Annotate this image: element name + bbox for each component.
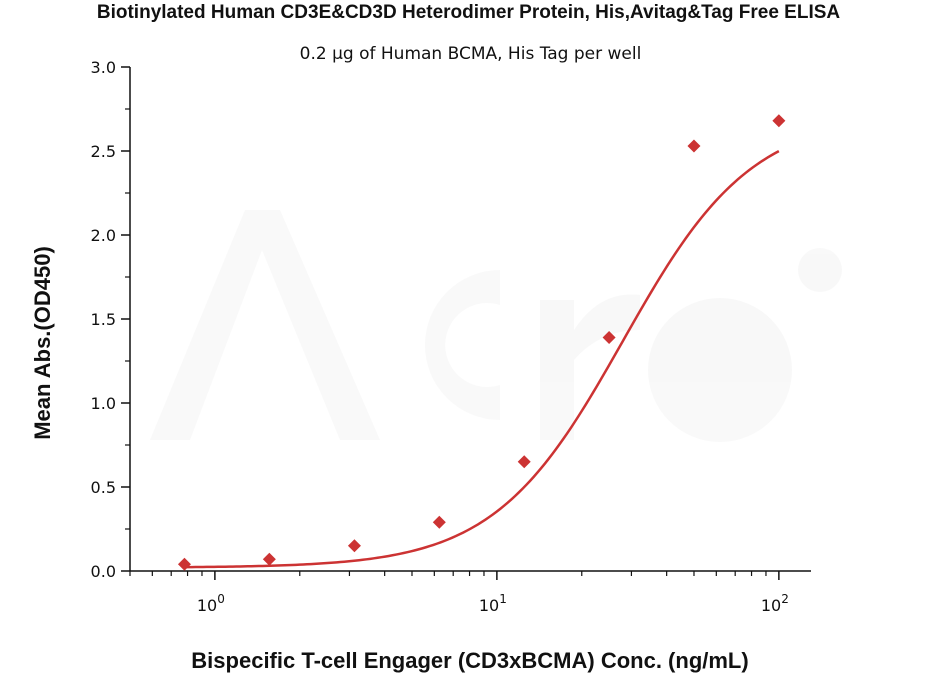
x-axis-title: Bispecific T-cell Engager (CD3xBCMA) Con… xyxy=(191,648,748,673)
fit-curve-line xyxy=(184,150,780,569)
data-point xyxy=(347,539,361,553)
y-tick-label: 2.0 xyxy=(91,226,116,245)
fit-curve xyxy=(184,150,780,569)
data-point xyxy=(177,557,191,571)
x-tick-label: 101 xyxy=(479,592,507,615)
y-tick-label: 1.0 xyxy=(91,394,116,413)
data-point xyxy=(432,515,446,529)
y-axis-ticks: 0.0 0.5 1.0 1.5 2.0 2.5 3.0 xyxy=(91,58,130,581)
watermark-logo xyxy=(150,210,842,442)
y-tick-label: 0.0 xyxy=(91,562,116,581)
y-tick-label: 2.5 xyxy=(91,142,116,161)
data-point xyxy=(687,139,701,153)
x-tick-label: 102 xyxy=(761,592,789,615)
data-point xyxy=(602,330,616,344)
y-tick-label: 0.5 xyxy=(91,478,116,497)
x-tick-label: 100 xyxy=(197,592,225,615)
y-axis-title: Mean Abs.(OD450) xyxy=(30,246,55,440)
chart-title: Biotinylated Human CD3E&CD3D Heterodimer… xyxy=(96,2,841,23)
x-axis-ticks: 100 101 102 xyxy=(129,571,789,615)
data-point xyxy=(517,455,531,469)
y-tick-label: 3.0 xyxy=(91,58,116,77)
data-point xyxy=(262,552,276,566)
y-tick-label: 1.5 xyxy=(91,310,116,329)
data-points xyxy=(177,114,786,571)
chart-subtitle: 0.2 µg of Human BCMA, His Tag per well xyxy=(299,44,642,64)
data-point xyxy=(772,114,786,128)
